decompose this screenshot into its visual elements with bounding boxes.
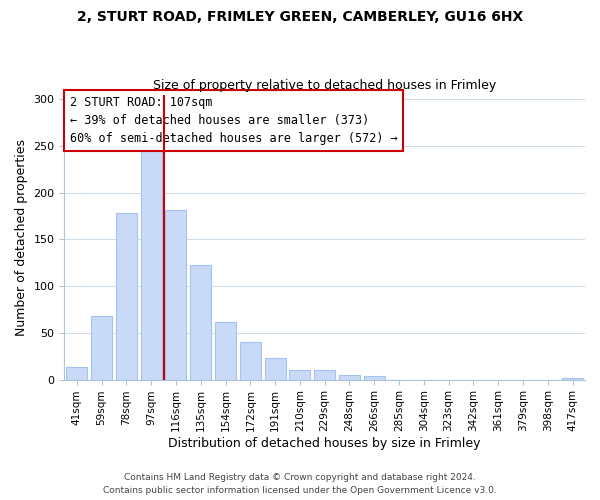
Title: Size of property relative to detached houses in Frimley: Size of property relative to detached ho… (153, 79, 496, 92)
Bar (66, 368, 88, 380)
Text: 2 STURT ROAD: 107sqm
← 39% of detached houses are smaller (373)
60% of semi-deta: 2 STURT ROAD: 107sqm ← 39% of detached h… (70, 96, 397, 145)
Bar (314, 370, 335, 380)
Bar (190, 264, 211, 380)
Bar (364, 376, 385, 380)
Bar (116, 213, 137, 380)
Bar (289, 370, 310, 380)
Text: Contains HM Land Registry data © Crown copyright and database right 2024.
Contai: Contains HM Land Registry data © Crown c… (103, 474, 497, 495)
Bar (240, 342, 261, 380)
Y-axis label: Number of detached properties: Number of detached properties (15, 138, 28, 336)
X-axis label: Distribution of detached houses by size in Frimley: Distribution of detached houses by size … (169, 437, 481, 450)
Bar (265, 358, 286, 380)
Bar (91, 316, 112, 380)
Bar (140, 150, 162, 380)
Bar (166, 210, 187, 380)
Bar (562, 378, 583, 380)
Bar (339, 375, 360, 380)
Text: 2, STURT ROAD, FRIMLEY GREEN, CAMBERLEY, GU16 6HX: 2, STURT ROAD, FRIMLEY GREEN, CAMBERLEY,… (77, 10, 523, 24)
Bar (215, 322, 236, 380)
